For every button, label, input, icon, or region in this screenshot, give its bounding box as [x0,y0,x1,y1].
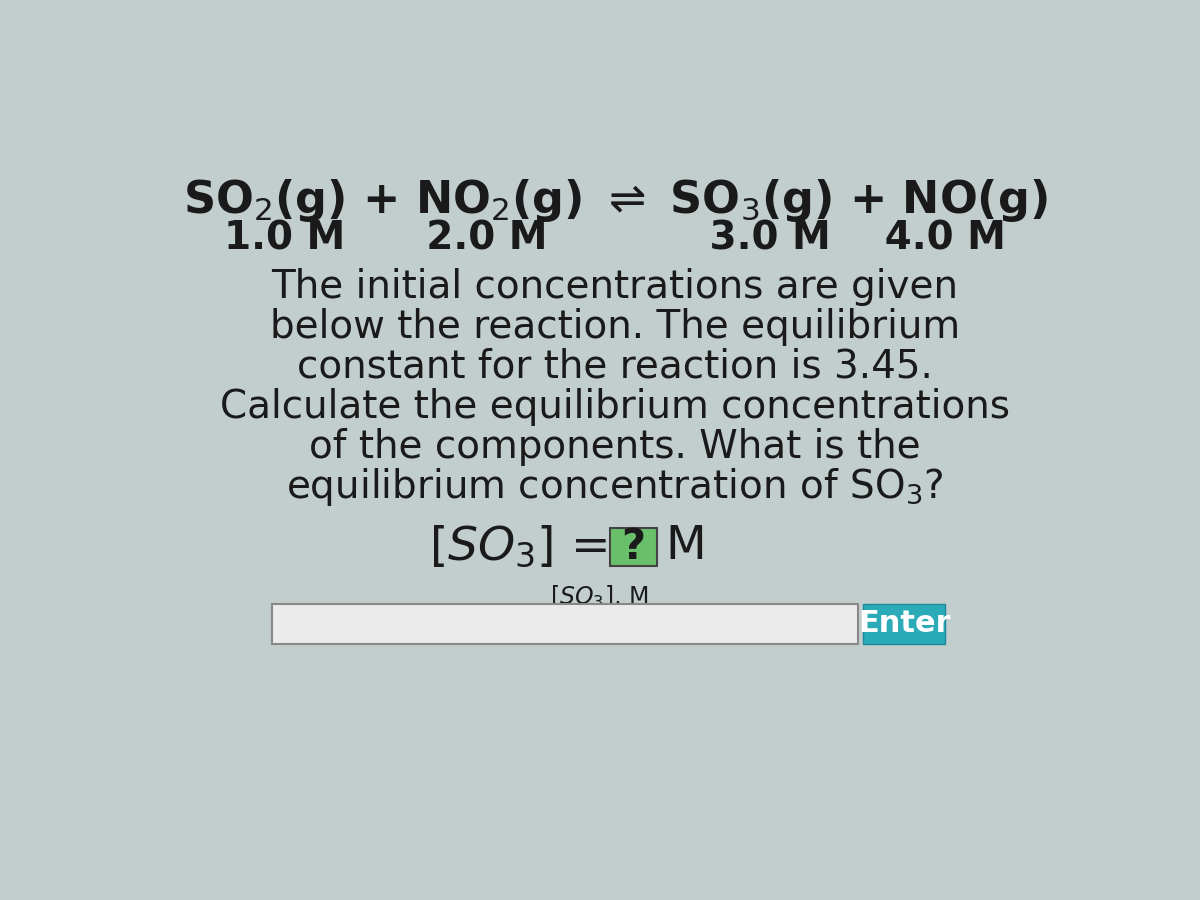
Text: $[SO_3]$ =: $[SO_3]$ = [430,524,607,570]
Text: below the reaction. The equilibrium: below the reaction. The equilibrium [270,308,960,346]
Text: M: M [665,525,706,570]
Text: 1.0 M      2.0 M            3.0 M    4.0 M: 1.0 M 2.0 M 3.0 M 4.0 M [224,220,1006,258]
FancyBboxPatch shape [610,527,658,566]
Text: of the components. What is the: of the components. What is the [310,428,920,466]
Text: $[SO_3]$, M: $[SO_3]$, M [551,583,649,610]
FancyBboxPatch shape [863,604,946,644]
Text: constant for the reaction is 3.45.: constant for the reaction is 3.45. [298,347,932,386]
Text: The initial concentrations are given: The initial concentrations are given [271,267,959,306]
FancyBboxPatch shape [271,604,858,644]
Text: SO$_2$(g) + NO$_2$(g) $\rightleftharpoons$ SO$_3$(g) + NO(g): SO$_2$(g) + NO$_2$(g) $\rightleftharpoon… [182,177,1048,224]
Text: Enter: Enter [858,609,950,638]
Text: ?: ? [622,526,646,568]
Text: equilibrium concentration of SO$_3$?: equilibrium concentration of SO$_3$? [287,466,943,508]
Text: Calculate the equilibrium concentrations: Calculate the equilibrium concentrations [220,388,1010,426]
